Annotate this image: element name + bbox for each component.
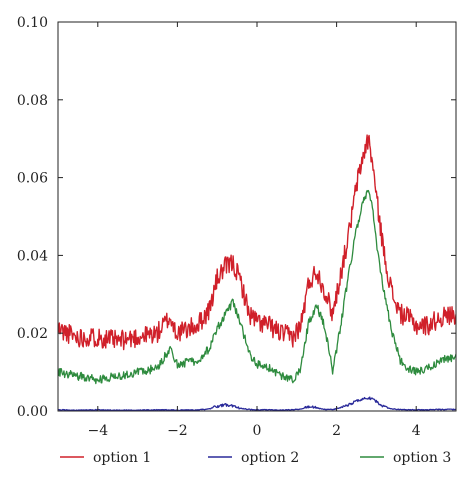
legend-label: option 2 [241,450,299,466]
legend-item-option-3: option 3 [360,450,451,466]
series-line-option-1 [58,134,456,351]
x-tick-label: 4 [412,423,421,439]
legend-item-option-2: option 2 [208,450,299,466]
series-layer [58,134,456,411]
y-tick-label: 0.06 [17,171,48,187]
x-tick-label: 0 [253,423,262,439]
y-tick-label: 0.10 [17,15,48,31]
legend-item-option-1: option 1 [60,450,151,466]
y-tick-label: 0.00 [17,404,48,420]
series-line-option-3 [58,189,456,385]
y-tick-label: 0.08 [17,93,48,109]
axes-layer: −4 −2 0 2 4 0.00 0.02 0.04 0.06 0.08 0.10 [17,15,456,439]
y-tick-label: 0.02 [17,326,48,342]
plot-frame [57,21,457,412]
x-tick-label: −2 [167,423,188,439]
legend-label: option 1 [93,450,151,466]
legend: option 1 option 2 option 3 [60,450,451,466]
legend-label: option 3 [393,450,451,466]
y-tick-label: 0.04 [17,248,48,264]
x-tick-label: −4 [87,423,108,439]
x-tick-label: 2 [332,423,341,439]
